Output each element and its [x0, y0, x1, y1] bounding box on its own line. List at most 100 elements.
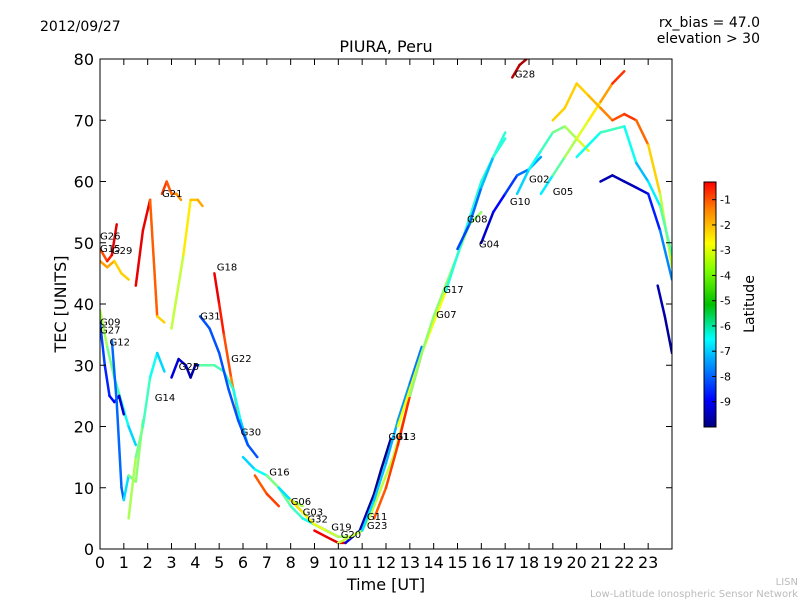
series-segment: [313, 529, 328, 539]
series-segment: [635, 161, 650, 183]
series-g28-7: [134, 198, 166, 324]
series-segment: [198, 315, 211, 330]
series-segment: [480, 210, 495, 245]
y-tick-label: 70: [74, 111, 94, 130]
series---34: [575, 125, 672, 257]
series-segment: [396, 388, 412, 428]
y-tick-label: 10: [74, 479, 94, 498]
series-segment: [480, 155, 495, 189]
series-segment: [379, 455, 395, 490]
series-segment: [372, 486, 388, 520]
x-tick-label: 20: [566, 553, 586, 572]
series-g01-22: [360, 345, 424, 532]
series-segment: [468, 186, 483, 226]
series-g14-6: [127, 351, 166, 520]
series-segment: [370, 486, 383, 514]
x-tick-label: 16: [471, 553, 491, 572]
x-axis-label: Time [UT]: [346, 575, 425, 594]
series-segment: [503, 174, 519, 196]
elevation-label: elevation > 30: [657, 31, 760, 47]
series-segment: [658, 204, 672, 257]
series-segment: [265, 474, 281, 490]
x-tick-label: 14: [423, 553, 443, 572]
series-segment: [551, 125, 567, 134]
series-segment: [184, 364, 192, 379]
series-segment: [468, 210, 483, 226]
series-segment: [408, 351, 424, 398]
x-tick-label: 2: [143, 553, 153, 572]
series-segment: [227, 388, 240, 422]
series-segment: [527, 149, 543, 171]
series-segment: [113, 259, 123, 275]
series-segment: [646, 180, 662, 208]
series-layer: [100, 59, 672, 545]
series-segment: [301, 511, 316, 526]
series-segment: [246, 443, 259, 459]
series-segment: [539, 174, 555, 196]
chart-title: PIURA, Peru: [339, 37, 432, 56]
series-segment: [127, 455, 138, 520]
x-tick-label: 10: [328, 553, 348, 572]
series-segment: [100, 247, 109, 263]
series-g28-31: [511, 59, 528, 79]
series---35: [656, 284, 672, 355]
satellite-label: G17: [443, 285, 463, 296]
satellite-label: G10: [510, 197, 530, 208]
x-tick-label: 7: [262, 553, 272, 572]
series-segment: [492, 192, 507, 214]
x-tick-label: 18: [519, 553, 539, 572]
series-segment: [115, 400, 123, 490]
series-segment: [134, 229, 145, 287]
series---33: [599, 174, 672, 281]
satellite-label: G13: [396, 432, 416, 443]
series-segment: [213, 272, 221, 306]
series-segment: [122, 474, 130, 502]
series-segment: [110, 339, 118, 404]
satellite-label: G31: [200, 311, 220, 322]
series-segment: [222, 333, 233, 379]
series-segment: [253, 474, 269, 496]
series-segment: [551, 106, 567, 122]
series-segment: [325, 535, 340, 545]
series-segment: [241, 455, 257, 471]
series-segment: [539, 131, 555, 153]
series-segment: [658, 229, 672, 281]
satellite-label: G18: [217, 262, 237, 273]
series-segment: [611, 70, 626, 85]
satellite-label: G07: [436, 310, 456, 321]
series-segment: [196, 198, 204, 208]
series-segment: [575, 119, 590, 140]
series-segment: [360, 498, 376, 532]
series-segment: [563, 125, 578, 140]
x-tick-label: 12: [376, 553, 396, 572]
y-tick-label: 60: [74, 173, 94, 192]
series-segment: [372, 462, 388, 502]
series-segment: [575, 82, 590, 98]
series-segment: [599, 82, 614, 104]
series-segment: [148, 351, 159, 379]
series-segment: [587, 94, 602, 110]
series-segment: [563, 82, 578, 110]
satellite-label: G20: [341, 530, 361, 541]
series-segment: [120, 272, 130, 281]
x-tick-label: 6: [238, 553, 248, 572]
colorbar-ticks: -1 -2 -3 -4 -5 -6 -7 -8 -9: [712, 194, 731, 409]
satellite-label: G04: [479, 240, 499, 251]
satellite-label: G23: [367, 521, 387, 532]
series-segment: [396, 382, 412, 422]
colorbar: -1 -2 -3 -4 -5 -6 -7 -8 -9 Latitude: [703, 181, 758, 428]
series-segment: [599, 174, 614, 183]
series-segment: [575, 137, 590, 153]
colorbar-tick-label: -5: [720, 295, 731, 308]
series-g27-4: [100, 321, 126, 416]
satellite-label: G15: [100, 244, 120, 255]
series-segment: [117, 394, 126, 416]
rx-bias-label: rx_bias = 47.0: [659, 15, 760, 31]
colorbar-tick-label: -9: [720, 396, 731, 409]
colorbar-tick-label: -3: [720, 244, 731, 257]
satellite-label: G30: [241, 428, 261, 439]
series---32: [551, 82, 672, 269]
satellite-label: G28: [515, 69, 535, 80]
satellite-label: G25: [179, 362, 199, 373]
